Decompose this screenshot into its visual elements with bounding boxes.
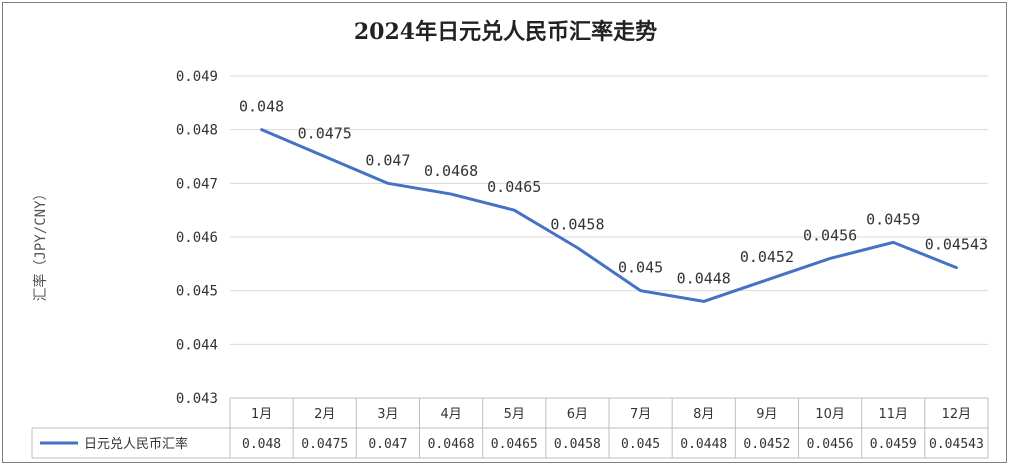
y-tick-label: 0.047 [176, 176, 218, 192]
y-tick-label: 0.044 [176, 337, 218, 353]
legend-label: 日元兑人民币汇率 [84, 436, 188, 452]
x-category-label: 7月 [630, 407, 651, 422]
x-category-label: 9月 [756, 407, 777, 422]
y-tick-label: 0.049 [176, 69, 218, 85]
data-label: 0.048 [239, 98, 284, 116]
table-value: 0.047 [368, 437, 407, 452]
y-tick-label: 0.043 [176, 391, 218, 407]
x-category-label: 12月 [942, 407, 972, 422]
series-line [260, 128, 958, 303]
table-value: 0.0448 [680, 437, 727, 452]
x-category-label: 1月 [251, 407, 272, 422]
y-tick-label: 0.048 [176, 123, 218, 139]
x-category-label: 2月 [314, 407, 335, 422]
x-category-label: 10月 [815, 407, 845, 422]
data-label: 0.045 [618, 259, 663, 277]
y-tick-label: 0.045 [176, 284, 218, 300]
y-tick-label: 0.046 [176, 230, 218, 246]
data-label: 0.0452 [740, 248, 794, 266]
table-value: 0.0468 [428, 437, 475, 452]
table-value: 0.0459 [870, 437, 917, 452]
data-label: 0.0448 [677, 269, 731, 287]
table-value: 0.045 [621, 437, 660, 452]
table-value: 0.0475 [301, 437, 348, 452]
table-value: 0.04543 [929, 437, 984, 452]
x-category-label: 4月 [440, 407, 461, 422]
table-value: 0.0465 [491, 437, 538, 452]
data-label: 0.04543 [925, 236, 988, 254]
data-label: 0.0456 [803, 226, 857, 244]
x-category-label: 3月 [377, 407, 398, 422]
x-category-label: 11月 [878, 407, 908, 422]
x-category-label: 5月 [504, 407, 525, 422]
table-value: 0.0456 [807, 437, 854, 452]
data-label: 0.0475 [298, 125, 352, 143]
data-label: 0.0459 [866, 210, 920, 228]
data-label: 0.0458 [550, 216, 604, 234]
data-label: 0.0465 [487, 178, 541, 196]
table-value: 0.0458 [554, 437, 601, 452]
table-value: 0.048 [242, 437, 281, 452]
data-label: 0.047 [365, 151, 410, 169]
data-label: 0.0468 [424, 162, 478, 180]
x-category-label: 6月 [567, 407, 588, 422]
x-category-label: 8月 [693, 407, 714, 422]
chart-title: 2024年日元兑人民币汇率走势 [353, 19, 658, 45]
table-value: 0.0452 [743, 437, 790, 452]
